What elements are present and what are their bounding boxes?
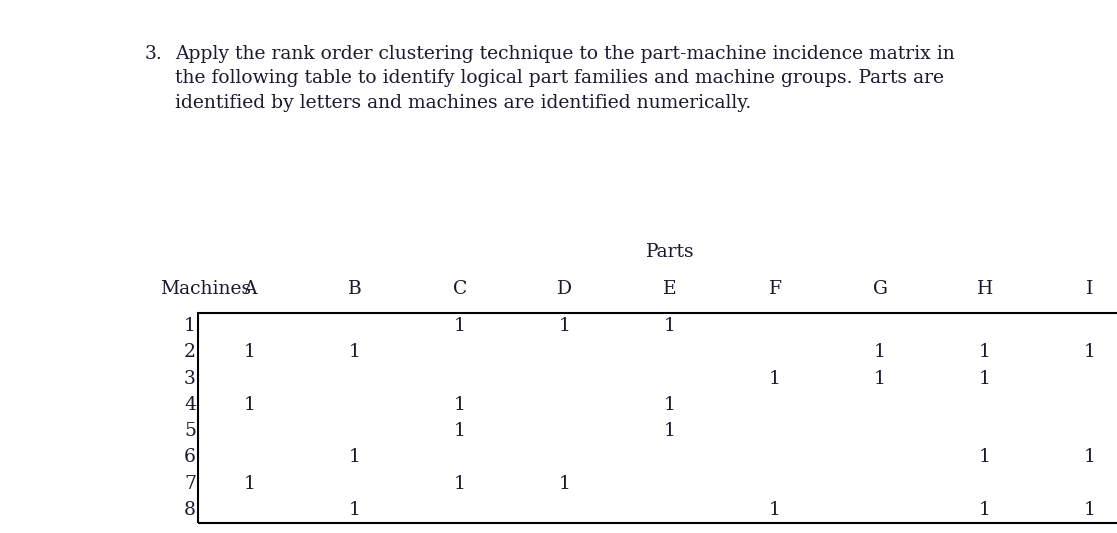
Text: 1: 1 [980, 369, 991, 387]
Text: 1: 1 [349, 448, 361, 466]
Text: A: A [244, 280, 257, 298]
Text: Parts: Parts [646, 243, 695, 261]
Text: 1: 1 [1085, 343, 1096, 361]
Text: 3: 3 [184, 369, 195, 387]
Text: 1: 1 [770, 369, 781, 387]
Text: 1: 1 [665, 396, 676, 414]
Text: Machines: Machines [160, 280, 251, 298]
Text: 1: 1 [244, 396, 256, 414]
Text: 1: 1 [184, 317, 195, 335]
Text: F: F [768, 280, 782, 298]
Text: C: C [452, 280, 467, 298]
Text: 6: 6 [184, 448, 195, 466]
Bar [198, 313, 1117, 523]
Text: 7: 7 [184, 474, 195, 492]
Text: D: D [557, 280, 573, 298]
Text: 1: 1 [560, 474, 571, 492]
Text: 1: 1 [455, 422, 466, 440]
Text: 1: 1 [875, 369, 886, 387]
Text: 5: 5 [184, 422, 195, 440]
Text: 1: 1 [455, 474, 466, 492]
Text: E: E [663, 280, 677, 298]
Text: G: G [872, 280, 888, 298]
Text: I: I [1087, 280, 1094, 298]
Text: 1: 1 [1085, 501, 1096, 519]
Text: 1: 1 [244, 343, 256, 361]
Text: 4: 4 [184, 396, 195, 414]
Text: B: B [349, 280, 362, 298]
Text: H: H [977, 280, 993, 298]
Text: 1: 1 [244, 474, 256, 492]
Text: 1: 1 [875, 343, 886, 361]
Text: 1: 1 [980, 501, 991, 519]
Text: 1: 1 [665, 317, 676, 335]
Text: 3.: 3. [145, 45, 163, 63]
Text: 1: 1 [455, 396, 466, 414]
Text: Apply the rank order clustering technique to the part-machine incidence matrix i: Apply the rank order clustering techniqu… [175, 45, 955, 111]
Text: 1: 1 [770, 501, 781, 519]
Text: 1: 1 [455, 317, 466, 335]
Text: 8: 8 [184, 501, 195, 519]
Text: 1: 1 [560, 317, 571, 335]
Text: 1: 1 [349, 343, 361, 361]
Text: 1: 1 [349, 501, 361, 519]
Text: 1: 1 [1085, 448, 1096, 466]
Text: 2: 2 [184, 343, 195, 361]
Text: 1: 1 [980, 448, 991, 466]
Text: 1: 1 [980, 343, 991, 361]
Text: 1: 1 [665, 422, 676, 440]
